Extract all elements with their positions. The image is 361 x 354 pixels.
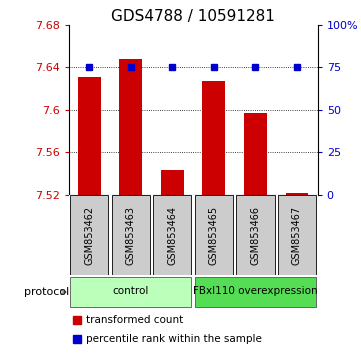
Text: protocol: protocol bbox=[24, 287, 69, 297]
Bar bbox=[236, 195, 274, 275]
Bar bbox=[70, 277, 191, 307]
Text: GSM853463: GSM853463 bbox=[126, 206, 136, 264]
Text: GSM853467: GSM853467 bbox=[292, 206, 302, 265]
Bar bbox=[112, 195, 150, 275]
Bar bbox=[195, 195, 233, 275]
Text: percentile rank within the sample: percentile rank within the sample bbox=[86, 333, 262, 343]
Bar bbox=[161, 170, 184, 195]
Bar bbox=[195, 277, 316, 307]
Text: transformed count: transformed count bbox=[86, 315, 183, 325]
Text: control: control bbox=[113, 286, 149, 296]
Text: GSM853465: GSM853465 bbox=[209, 206, 219, 265]
Bar bbox=[70, 195, 108, 275]
Bar bbox=[278, 195, 316, 275]
Bar bbox=[244, 113, 267, 195]
Text: FBxl110 overexpression: FBxl110 overexpression bbox=[193, 286, 318, 296]
Text: GSM853464: GSM853464 bbox=[168, 206, 177, 264]
Title: GDS4788 / 10591281: GDS4788 / 10591281 bbox=[111, 8, 275, 24]
Bar bbox=[203, 81, 225, 195]
Bar bbox=[78, 77, 101, 195]
Bar bbox=[286, 193, 308, 195]
Bar bbox=[119, 59, 142, 195]
Text: GSM853466: GSM853466 bbox=[251, 206, 260, 264]
Bar bbox=[153, 195, 191, 275]
Text: GSM853462: GSM853462 bbox=[84, 206, 94, 265]
